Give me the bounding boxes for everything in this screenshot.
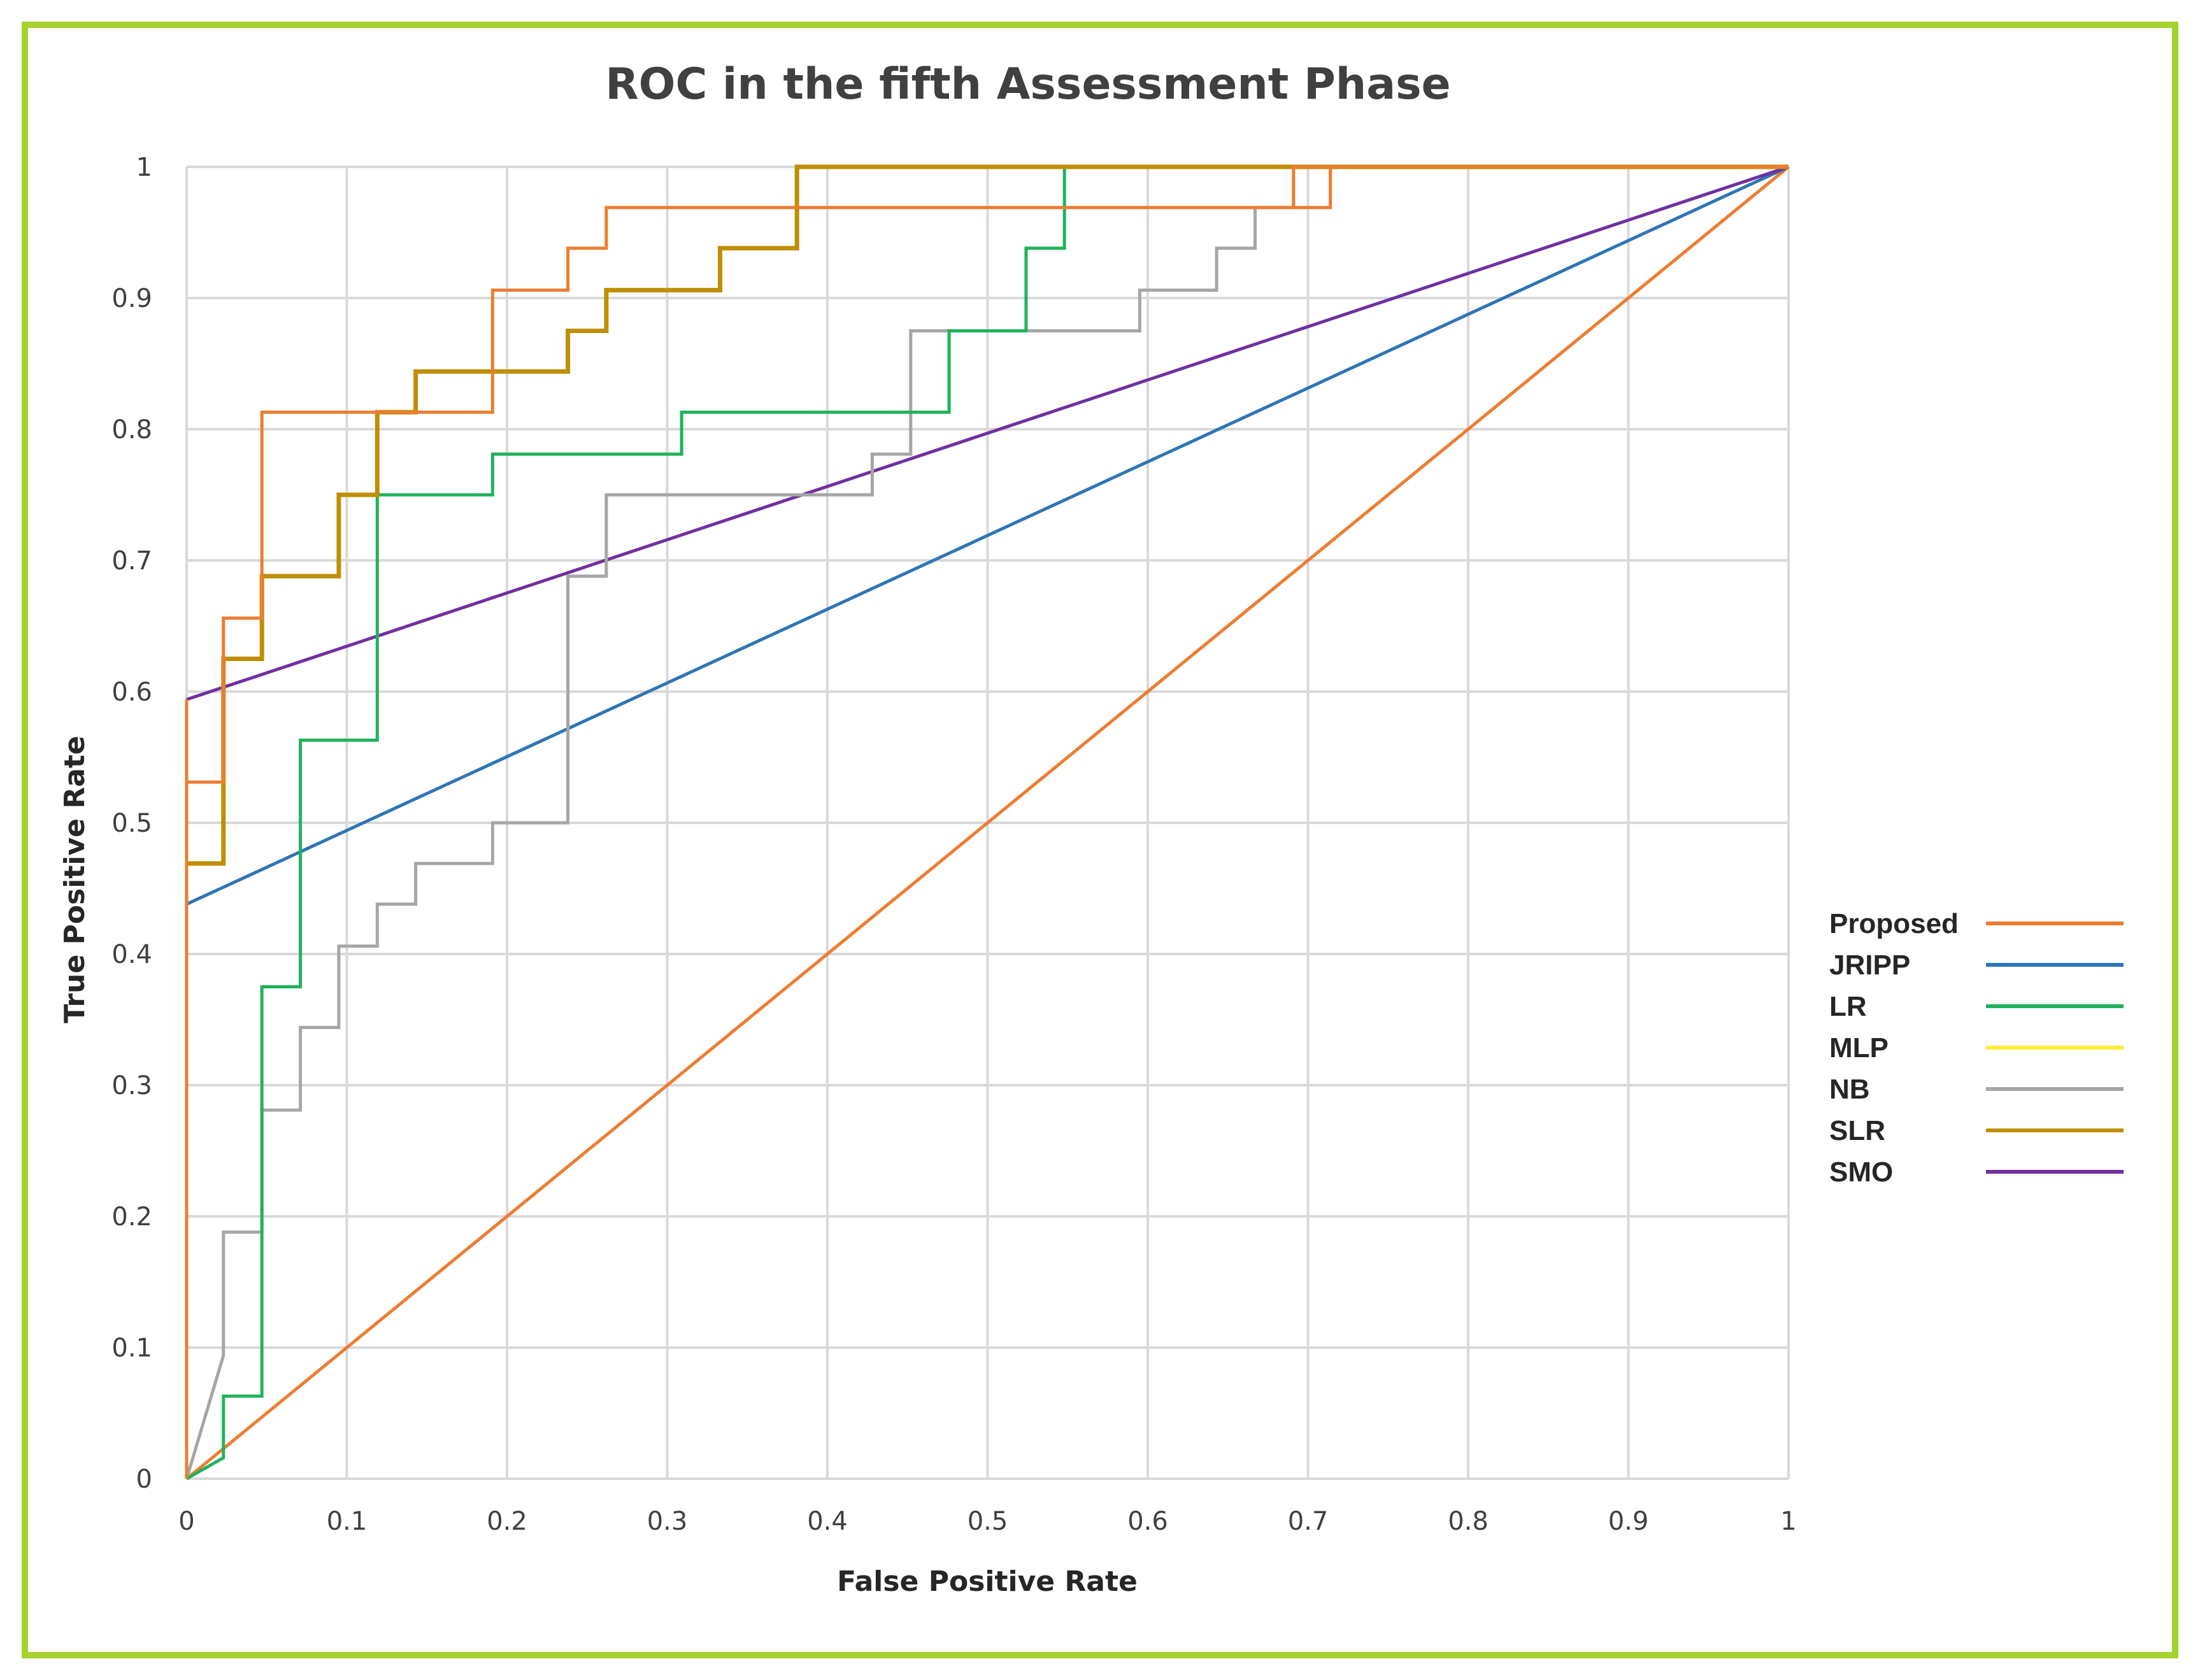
x-tick-label: 0.1 xyxy=(327,1507,368,1536)
y-tick-label: 0.9 xyxy=(111,284,152,313)
y-tick-label: 0 xyxy=(136,1465,152,1494)
legend-label-slr: SLR xyxy=(1829,1115,1885,1146)
series-line-jripp xyxy=(185,165,1790,906)
y-tick-label: 0.2 xyxy=(111,1202,152,1232)
y-tick-label: 1 xyxy=(136,153,152,182)
y-tick-label: 0.5 xyxy=(111,809,152,838)
x-tick-label: 0.7 xyxy=(1288,1507,1329,1536)
legend-label-nb: NB xyxy=(1829,1074,1870,1105)
series-line-lr xyxy=(185,165,1789,1481)
y-tick-label: 0.3 xyxy=(111,1071,152,1100)
x-tick-label: 1 xyxy=(1780,1507,1796,1536)
x-tick-label: 0.3 xyxy=(647,1507,688,1536)
legend-label-lr: LR xyxy=(1829,991,1867,1022)
series-line-nb xyxy=(185,165,1789,1479)
chart-frame xyxy=(22,22,2178,1658)
series-lines xyxy=(185,164,1790,1481)
chart-title: ROC in the fifth Assessment Phase xyxy=(605,59,1450,110)
y-tick-label: 0.7 xyxy=(111,546,152,576)
series-line-diagonal xyxy=(185,166,1790,1480)
series-line-proposed xyxy=(185,165,1789,1479)
x-tick-label: 0 xyxy=(178,1507,194,1536)
series-line-smo xyxy=(186,165,1789,701)
x-tick-label: 0.8 xyxy=(1448,1507,1489,1536)
legend: Proposed JRIPP LR MLP NB SLR SMO xyxy=(1829,908,2124,1188)
x-tick-label: 0.4 xyxy=(807,1507,848,1536)
y-tick-label: 0.6 xyxy=(111,678,152,707)
x-axis-label: False Positive Rate xyxy=(837,1565,1138,1598)
y-tick-label: 0.4 xyxy=(111,940,152,969)
legend-label-mlp: MLP xyxy=(1829,1032,1889,1064)
x-tick-label: 0.6 xyxy=(1127,1507,1168,1536)
tick-labels: 0 0.1 0.2 0.3 0.4 0.5 0.6 0.7 0.8 0.9 1 0 0.1 0.2 0.3 0… xyxy=(111,153,1796,1536)
y-tick-label: 0.1 xyxy=(111,1334,152,1363)
y-axis-label: True Positive Rate xyxy=(59,736,91,1023)
x-tick-label: 0.9 xyxy=(1608,1507,1649,1536)
x-tick-label: 0.5 xyxy=(968,1507,1008,1536)
series-line-slr xyxy=(187,164,1789,866)
x-tick-label: 0.2 xyxy=(487,1507,527,1536)
legend-label-smo: SMO xyxy=(1829,1157,1893,1188)
y-tick-label: 0.8 xyxy=(111,415,152,445)
legend-label-jripp: JRIPP xyxy=(1829,950,1910,981)
legend-label-proposed: Proposed xyxy=(1829,908,1959,939)
